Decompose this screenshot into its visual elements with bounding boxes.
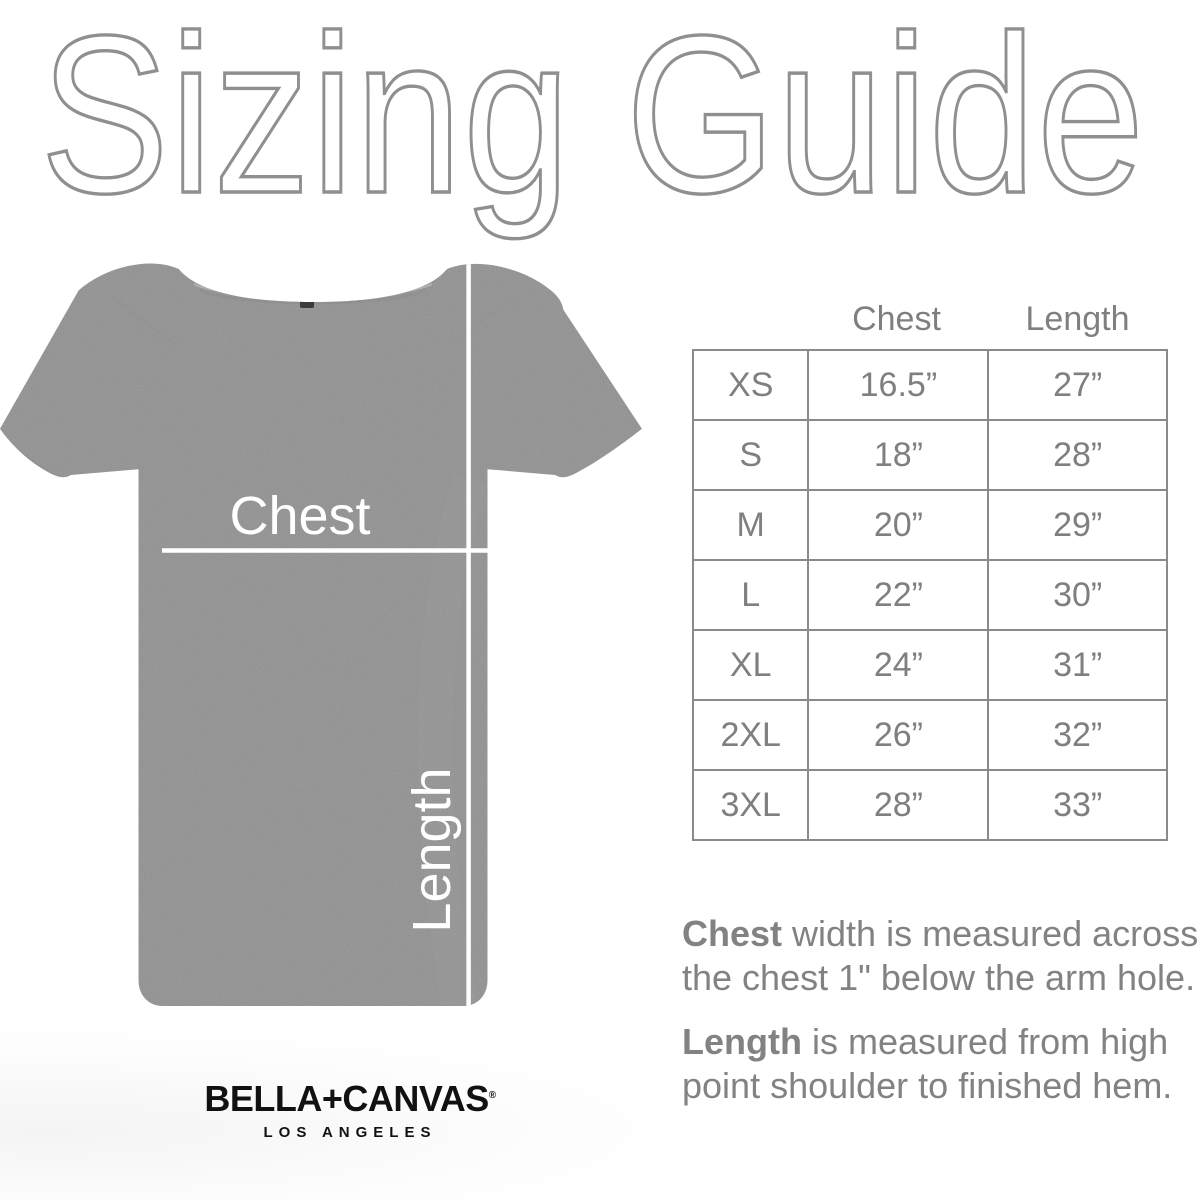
svg-text:Length: Length <box>402 767 462 932</box>
svg-text:Chest: Chest <box>229 486 370 546</box>
